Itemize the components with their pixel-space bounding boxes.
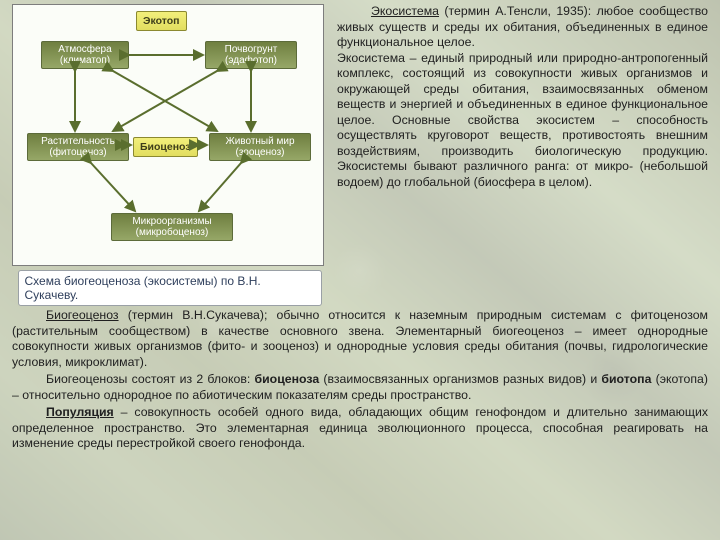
box-plants: Растительность(фитоценоз) bbox=[27, 133, 129, 161]
paragraph-biogeocenosis: Биогеоценоз (термин В.Н.Сукачева); обычн… bbox=[12, 308, 708, 370]
box-fauna-text: Животный мир(зооценоз) bbox=[225, 136, 294, 158]
box-atmosphere: Атмосфера(климатоп) bbox=[41, 41, 129, 69]
box-micro-text: Микроорганизмы(микробоценоз) bbox=[132, 216, 211, 238]
paragraph-population: Популяция – совокупность особей одного в… bbox=[12, 405, 708, 452]
diagram-column: Экотоп Атмосфера(климатоп) Почвогрунт(эд… bbox=[12, 4, 327, 306]
box-fauna: Животный мир(зооценоз) bbox=[209, 133, 311, 161]
box-soil: Почвогрунт(эдафотоп) bbox=[205, 41, 297, 69]
box-atmosphere-text: Атмосфера(климатоп) bbox=[58, 44, 111, 66]
page-content: Экотоп Атмосфера(климатоп) Почвогрунт(эд… bbox=[0, 0, 720, 540]
diagram-caption: Схема биогеоценоза (экосистемы) по В.Н. … bbox=[18, 270, 322, 306]
label-ecotope: Экотоп bbox=[136, 11, 187, 31]
label-biocenosis: Биоценоз bbox=[133, 137, 198, 157]
box-soil-text: Почвогрунт(эдафотоп) bbox=[225, 44, 278, 66]
paragraph-blocks: Биогеоценозы состоят из 2 блоков: биоцен… bbox=[12, 372, 708, 403]
forest-background: Экотоп Атмосфера(климатоп) Почвогрунт(эд… bbox=[0, 0, 720, 540]
right-text: Экосистема (термин А.Тенсли, 1935): любо… bbox=[337, 4, 708, 306]
box-micro: Микроорганизмы(микробоценоз) bbox=[111, 213, 233, 241]
top-row: Экотоп Атмосфера(климатоп) Почвогрунт(эд… bbox=[12, 4, 708, 306]
box-plants-text: Растительность(фитоценоз) bbox=[41, 136, 115, 158]
biogeocenosis-diagram: Экотоп Атмосфера(климатоп) Почвогрунт(эд… bbox=[12, 4, 324, 266]
